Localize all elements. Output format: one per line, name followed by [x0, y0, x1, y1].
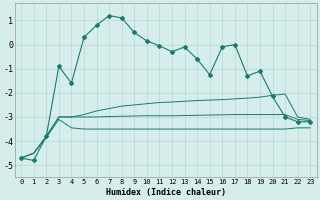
X-axis label: Humidex (Indice chaleur): Humidex (Indice chaleur): [106, 188, 226, 197]
